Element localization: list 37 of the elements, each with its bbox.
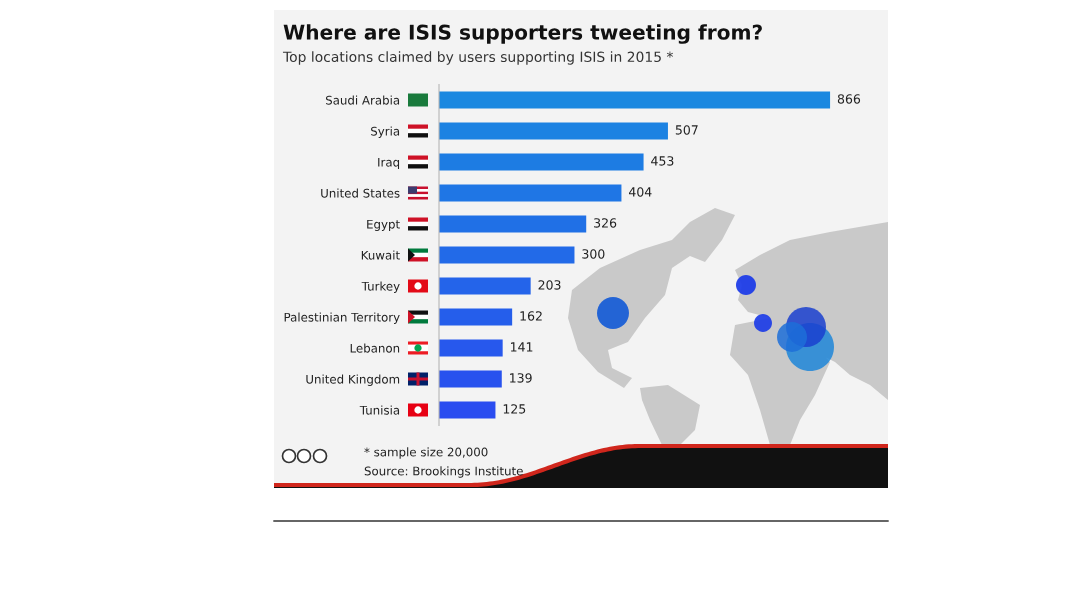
bar — [439, 401, 496, 419]
bar — [439, 339, 503, 357]
bar — [439, 308, 513, 326]
data-label: 162 — [520, 311, 542, 321]
data-label: 125 — [503, 404, 526, 414]
y-tick-label: Lebanon — [350, 343, 400, 353]
chart-title: Where are ISIS supporters tweeting from? — [283, 24, 762, 44]
y-tick-label: Tunisia — [359, 405, 400, 415]
bar — [439, 370, 502, 388]
data-label: 300 — [582, 249, 605, 259]
data-label: 326 — [594, 218, 617, 228]
data-label: 866 — [837, 94, 861, 104]
data-label: 203 — [538, 280, 561, 290]
bar — [439, 246, 575, 264]
y-tick-label: United Kingdom — [306, 374, 400, 386]
bar — [439, 153, 644, 171]
y-tick-label: Palestinian Territory — [284, 312, 400, 324]
text: * sample size 20,000 — [364, 447, 488, 459]
y-tick-label: Iraq — [378, 157, 400, 169]
data-label: 139 — [510, 373, 532, 383]
y-tick-label: United States — [321, 188, 400, 198]
bar — [439, 184, 622, 202]
chart-subtitle: Top locations claimed by users supporting ISIS in 2015 * — [282, 51, 673, 65]
data-label: 141 — [510, 342, 533, 352]
y-tick-label: Saudi Arabia — [325, 95, 400, 105]
y-tick-label: Egypt — [367, 219, 400, 231]
bar — [439, 91, 831, 109]
data-label: 453 — [651, 156, 674, 166]
source-note: Source: Brookings Institute — [364, 466, 523, 478]
y-tick-label: Kuwait — [361, 250, 400, 260]
data-label: 404 — [629, 187, 652, 197]
bar — [439, 122, 668, 140]
data-label: 507 — [675, 125, 698, 135]
y-tick-label: Turkey — [361, 281, 400, 293]
bar — [439, 277, 531, 295]
y-tick-label: Syria — [371, 126, 400, 138]
bar — [439, 215, 587, 233]
